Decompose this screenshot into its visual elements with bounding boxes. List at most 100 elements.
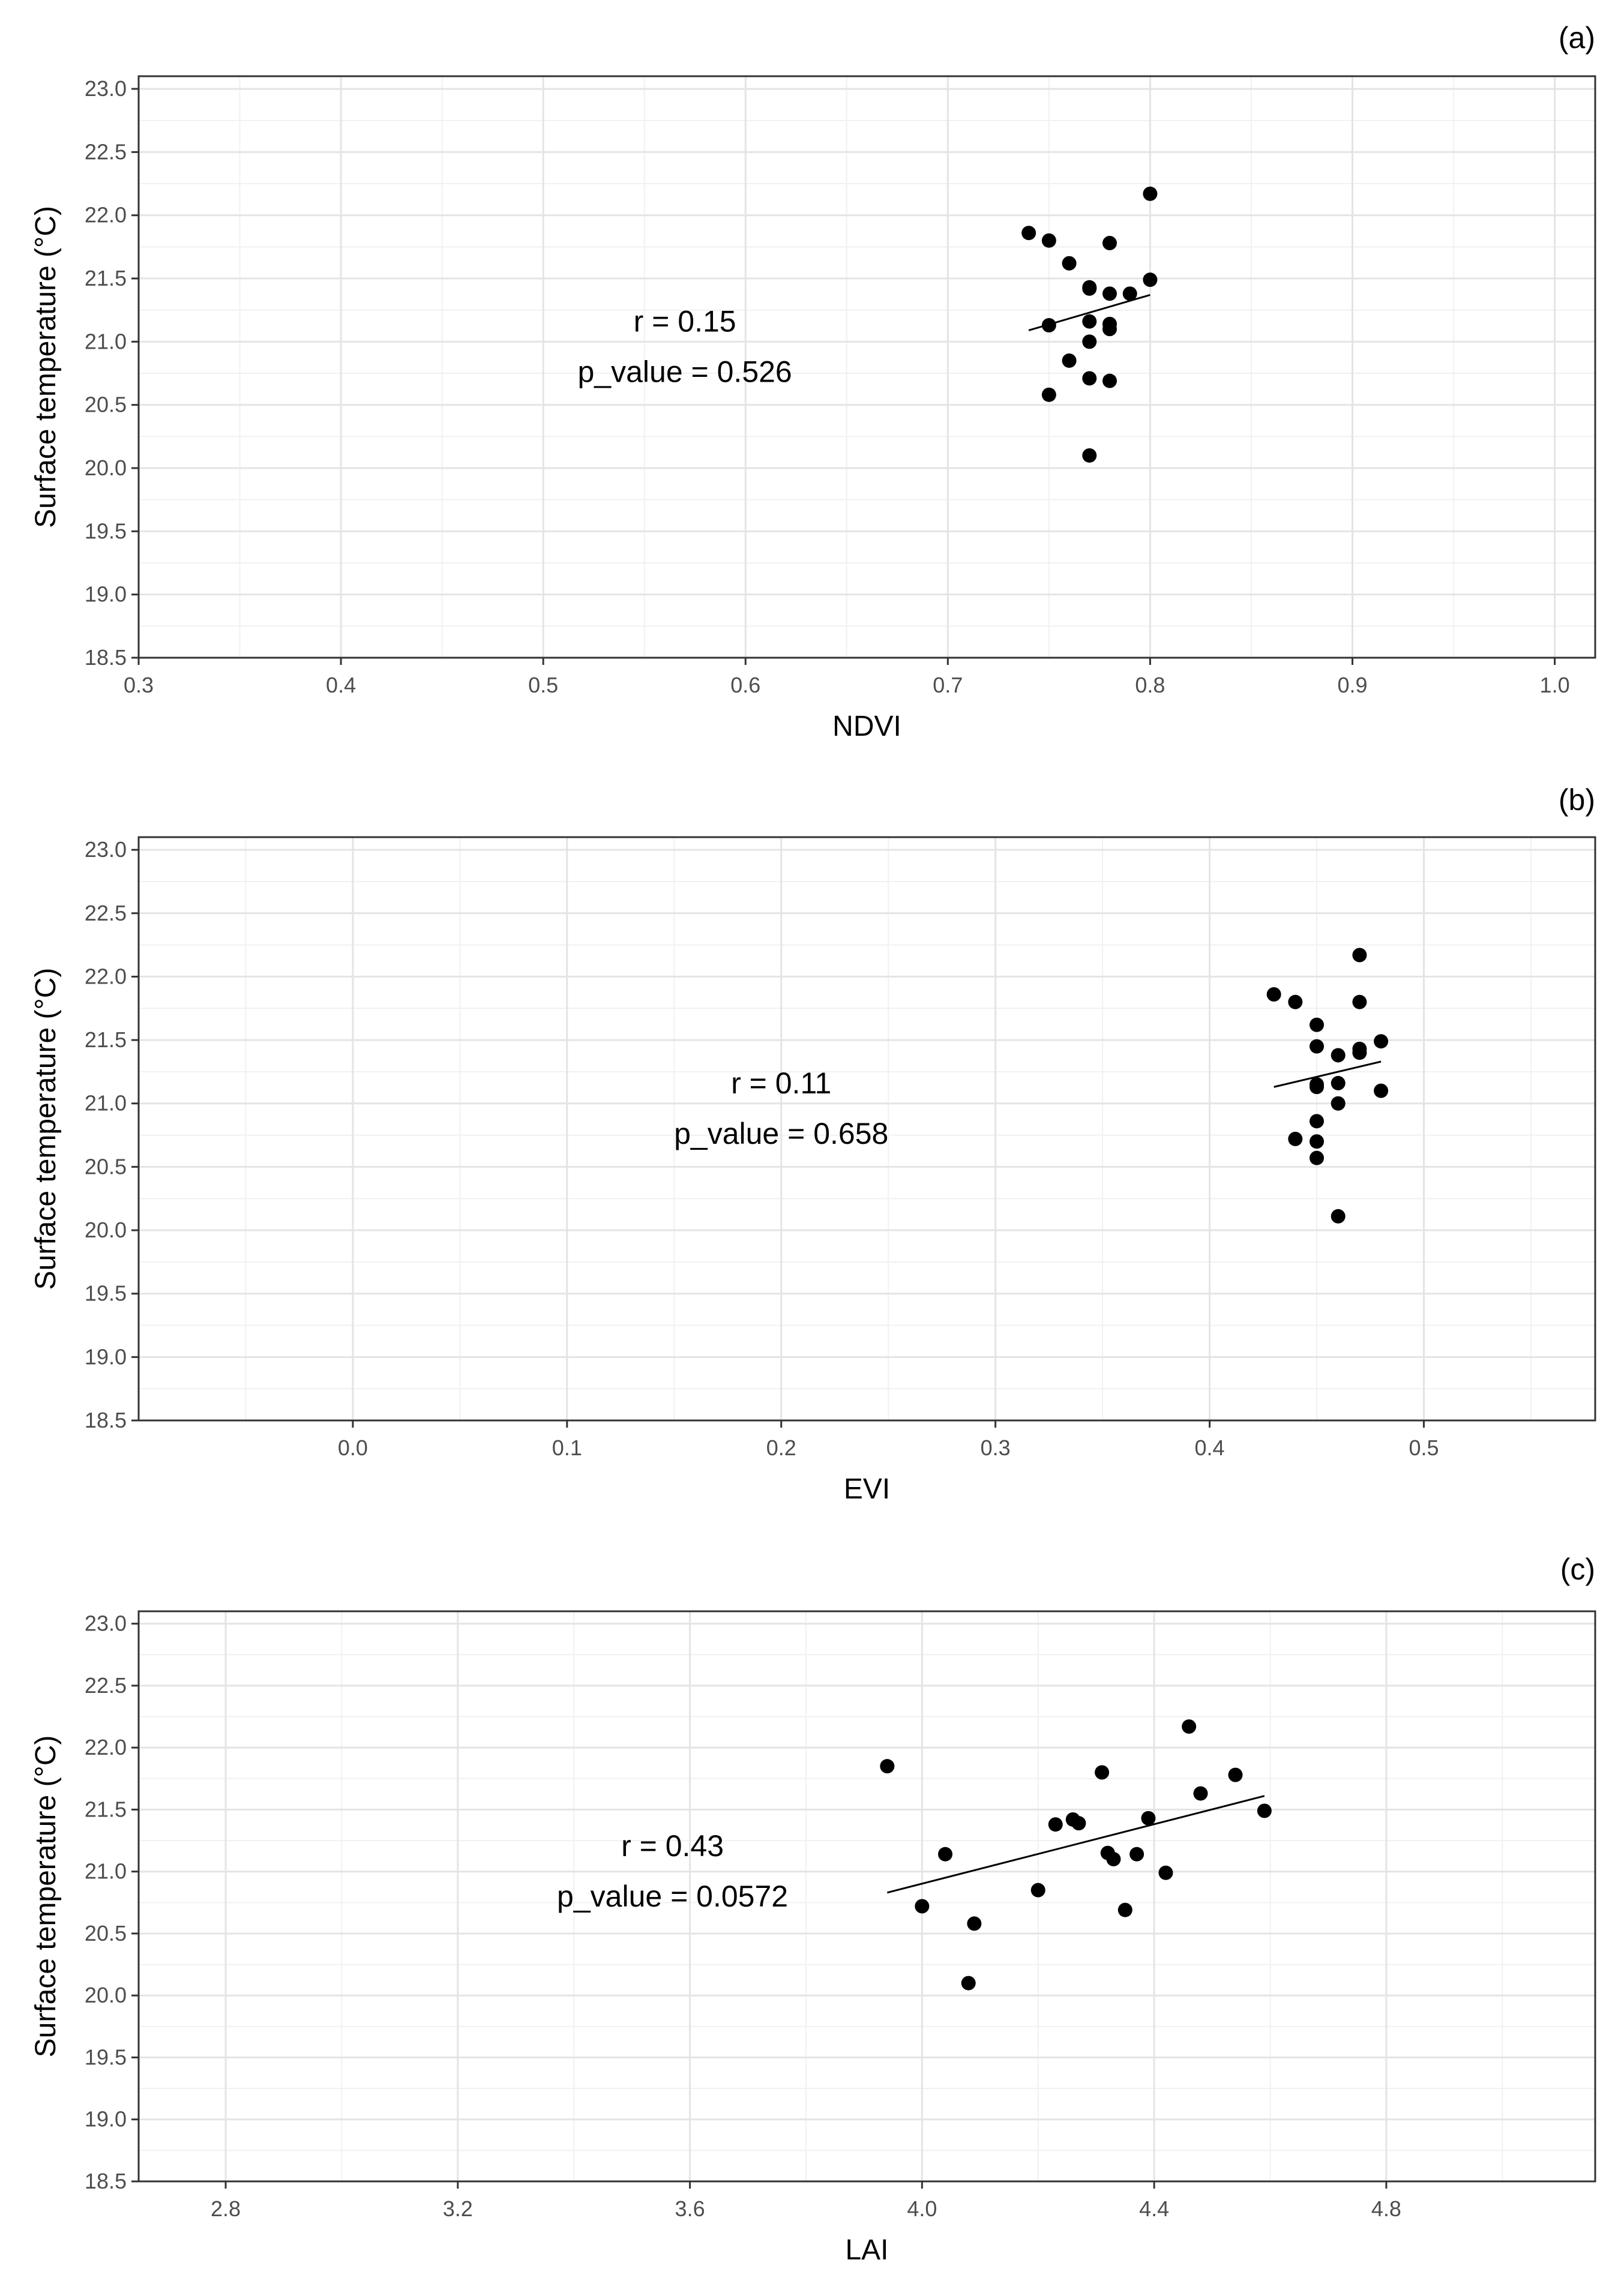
y-tick-label: 20.5 <box>85 1921 127 1946</box>
x-tick-label: 0.5 <box>528 673 558 697</box>
y-tick-label: 22.5 <box>85 901 127 925</box>
x-tick-label: 0.4 <box>1195 1435 1225 1460</box>
plot-background <box>139 76 1595 658</box>
data-point-9 <box>1352 948 1367 963</box>
x-axis-title: EVI <box>844 1473 890 1505</box>
data-point-15 <box>1158 1865 1173 1880</box>
data-point-12 <box>1082 314 1097 329</box>
data-point-18 <box>1117 1902 1132 1917</box>
data-point-18 <box>1310 1134 1325 1149</box>
data-point-8 <box>1352 994 1367 1009</box>
data-point-19 <box>967 1916 982 1931</box>
p-value-label: p_value = 0.0572 <box>557 1880 788 1913</box>
plot-background <box>139 1611 1595 2181</box>
x-tick-label: 4.4 <box>1139 2196 1169 2221</box>
x-axis-title: LAI <box>845 2234 888 2266</box>
y-tick-label: 23.0 <box>85 837 127 862</box>
y-tick-label: 19.5 <box>85 2045 127 2069</box>
x-tick-label: 0.9 <box>1337 673 1367 697</box>
data-point-14 <box>1374 1083 1389 1098</box>
scatter-panel-2: 18.5 19.0 19.5 20.0 20.5 21.0 21.5 22.0 22.5 23.0… <box>30 783 1596 1505</box>
data-point-1 <box>880 1759 895 1774</box>
x-tick-label: 0.1 <box>552 1435 582 1460</box>
y-tick-label: 22.0 <box>85 203 127 227</box>
data-point-9 <box>1071 1816 1086 1831</box>
data-point-7 <box>1141 1811 1156 1826</box>
x-tick-label: 2.8 <box>211 2196 241 2221</box>
panel-border <box>137 1610 1596 2183</box>
scatter-panel-3: 18.5 19.0 19.5 20.0 20.5 21.0 21.5 22.0 22.5 23.0… <box>30 1552 1596 2266</box>
data-point-17 <box>915 1899 930 1914</box>
x-tick-label: 0.4 <box>326 673 356 697</box>
y-tick-label: 18.5 <box>85 1408 127 1432</box>
y-tick-label: 20.0 <box>85 455 127 480</box>
data-point-1 <box>1021 226 1036 241</box>
y-tick-label: 18.5 <box>85 645 127 670</box>
correlation-label: r = 0.11 <box>731 1066 831 1100</box>
data-point-17 <box>1082 371 1097 386</box>
data-point-11 <box>1041 317 1056 332</box>
x-tick-label: 0.0 <box>338 1435 368 1460</box>
x-tick-label: 3.6 <box>675 2196 705 2221</box>
panel-tag: (a) <box>1559 21 1595 55</box>
data-point-1 <box>1266 987 1281 1002</box>
plot-background <box>139 837 1595 1420</box>
data-point-6 <box>1102 236 1117 251</box>
y-tick-label: 19.0 <box>85 582 127 607</box>
data-point-4 <box>1228 1767 1243 1782</box>
p-value-label: p_value = 0.526 <box>577 355 792 389</box>
data-point-17 <box>1288 1131 1303 1146</box>
y-tick-label: 22.5 <box>85 1673 127 1698</box>
x-tick-label: 0.8 <box>1135 673 1165 697</box>
data-point-2 <box>1288 994 1303 1009</box>
data-point-7 <box>1102 286 1117 301</box>
data-point-20 <box>961 1976 976 1991</box>
y-tick-label: 21.5 <box>85 1797 127 1821</box>
x-tick-label: 1.0 <box>1540 673 1570 697</box>
x-tick-label: 0.6 <box>730 673 760 697</box>
data-point-7 <box>1352 1041 1367 1056</box>
data-point-19 <box>1310 1150 1325 1165</box>
y-tick-label: 19.5 <box>85 518 127 543</box>
x-axis-title: NDVI <box>832 711 901 742</box>
regression-line <box>886 1795 1265 1894</box>
x-tick-label: 0.3 <box>981 1435 1011 1460</box>
y-tick-label: 20.0 <box>85 1218 127 1242</box>
x-tick-label: 3.2 <box>443 2196 473 2221</box>
y-tick-label: 21.0 <box>85 1091 127 1116</box>
correlation-label: r = 0.43 <box>621 1829 724 1863</box>
x-tick-label: 0.5 <box>1409 1435 1439 1460</box>
y-tick-label: 21.0 <box>85 1859 127 1884</box>
y-tick-label: 22.0 <box>85 964 127 988</box>
x-tick-label: 4.0 <box>907 2196 937 2221</box>
y-axis-title: Surface temperature (°C) <box>30 968 62 1290</box>
y-tick-label: 21.5 <box>85 266 127 290</box>
data-point-4 <box>1310 1039 1325 1054</box>
y-tick-label: 18.5 <box>85 2169 127 2193</box>
data-point-10 <box>1143 272 1158 287</box>
data-point-13 <box>1129 1847 1144 1862</box>
data-point-16 <box>1062 353 1077 368</box>
data-point-16 <box>1310 1114 1325 1129</box>
data-point-10 <box>1374 1034 1389 1049</box>
data-point-14 <box>1102 322 1117 337</box>
y-tick-label: 19.0 <box>85 2107 127 2132</box>
data-point-12 <box>1310 1080 1325 1095</box>
y-tick-label: 21.5 <box>85 1027 127 1052</box>
data-point-9 <box>1143 186 1158 201</box>
y-tick-label: 20.5 <box>85 392 127 417</box>
data-point-5 <box>1331 1048 1346 1063</box>
data-point-3 <box>1062 256 1077 271</box>
data-point-3 <box>1310 1017 1325 1032</box>
data-point-5 <box>1082 280 1097 295</box>
y-tick-label: 20.5 <box>85 1154 127 1179</box>
y-tick-label: 22.0 <box>85 1735 127 1760</box>
y-axis-title: Surface temperature (°C) <box>30 1736 62 2058</box>
y-tick-label: 19.5 <box>85 1281 127 1306</box>
correlation-label: r = 0.15 <box>634 305 736 338</box>
panel-tag: (b) <box>1559 783 1595 817</box>
data-point-11 <box>938 1847 953 1862</box>
x-tick-label: 0.2 <box>766 1435 796 1460</box>
y-tick-label: 19.0 <box>85 1344 127 1369</box>
